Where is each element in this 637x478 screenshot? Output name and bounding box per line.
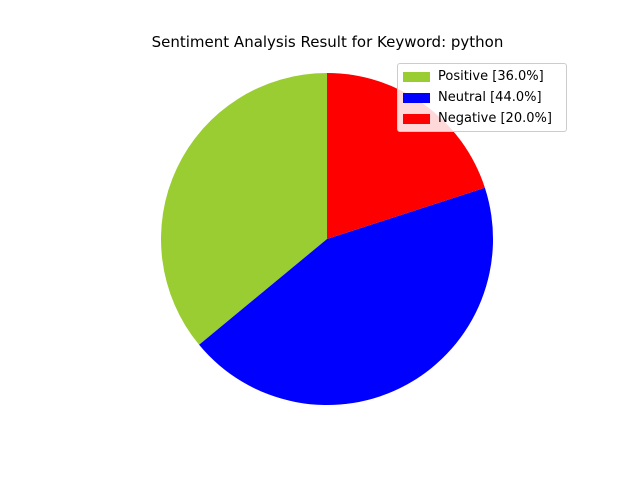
chart-title: Sentiment Analysis Result for Keyword: p… [151, 33, 504, 51]
legend-swatch-negative [403, 113, 430, 124]
legend-item-neutral: Neutral [44.0%] [398, 87, 566, 108]
legend: Positive [36.0%] Neutral [44.0%] Negativ… [397, 63, 567, 132]
legend-label-positive: Positive [36.0%] [438, 69, 544, 84]
legend-swatch-positive [403, 71, 430, 82]
pie-slice-negative [327, 73, 485, 239]
legend-label-negative: Negative [20.0%] [438, 111, 552, 126]
legend-item-positive: Positive [36.0%] [398, 66, 566, 87]
pie-slice-neutral [199, 187, 494, 406]
legend-item-negative: Negative [20.0%] [398, 108, 566, 129]
pie-slice-positive [160, 72, 327, 345]
legend-swatch-neutral [403, 92, 430, 103]
legend-label-neutral: Neutral [44.0%] [438, 90, 542, 105]
